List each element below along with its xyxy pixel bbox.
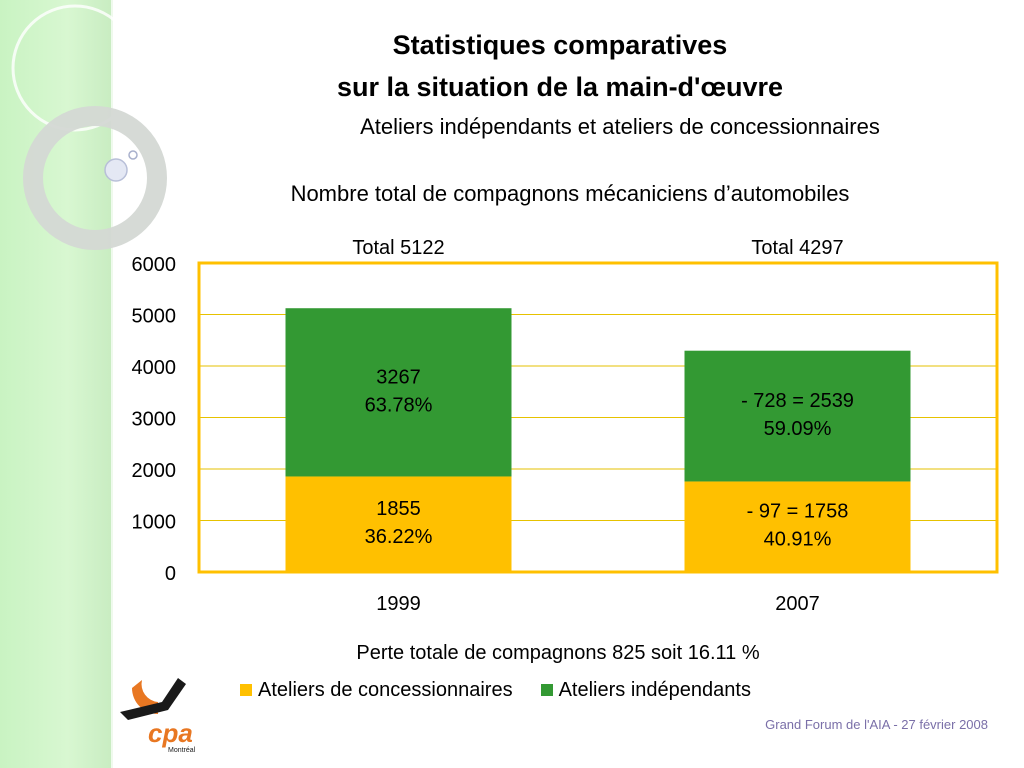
data-label-2007-series-0-0: - 97 = 1758 — [747, 501, 849, 523]
logo-wrench — [120, 678, 186, 720]
logo-text: cpa — [148, 718, 193, 748]
data-label-1999-series-1-1: 63.78% — [365, 394, 433, 416]
data-label-2007-series-1-0: - 728 = 2539 — [741, 390, 854, 412]
ring-dot-small — [128, 150, 138, 160]
data-label-1999-series-1-0: 3267 — [376, 366, 421, 388]
y-tick-label-6000: 6000 — [132, 254, 177, 276]
total-label-1999: Total 5122 — [352, 237, 444, 259]
bar-2007-series-1 — [684, 350, 911, 482]
data-label-2007-series-0-1: 40.91% — [764, 529, 832, 551]
footer-text: Grand Forum de l'AIA - 27 février 2008 — [765, 717, 988, 732]
data-label-1999-series-0-1: 36.22% — [365, 526, 433, 548]
total-label-2007: Total 4297 — [751, 237, 843, 259]
legend-label-independants: Ateliers indépendants — [558, 678, 751, 701]
y-tick-label-1000: 1000 — [132, 512, 177, 534]
logo-subtext: Montréal — [168, 747, 196, 754]
legend-label-concessionnaires: Ateliers de concessionnaires — [258, 678, 513, 701]
slide-subtitle: Ateliers indépendants et ateliers de con… — [360, 114, 880, 139]
legend-swatch-concessionnaires — [240, 684, 252, 696]
y-tick-label-2000: 2000 — [132, 460, 177, 482]
data-label-2007-series-1-1: 59.09% — [764, 418, 832, 440]
legend-item-independants: Ateliers indépendants — [540, 678, 751, 702]
y-tick-label-3000: 3000 — [132, 409, 177, 431]
bar-1999-series-0 — [285, 476, 512, 572]
bar-1999-series-1 — [285, 308, 512, 477]
data-label-1999-series-0-0: 1855 — [376, 498, 421, 520]
x-tick-label-1999: 1999 — [376, 593, 421, 615]
loss-note: Perte totale de compagnons 825 soit 16.1… — [356, 642, 760, 664]
slide-title-line1: Statistiques comparatives — [392, 30, 728, 60]
sidebar-edge — [111, 0, 114, 768]
legend: Ateliers de concessionnaires Ateliers in… — [240, 677, 900, 703]
y-tick-label-4000: 4000 — [132, 357, 177, 379]
legend-swatch-independants — [540, 684, 553, 696]
slide-title-line2: sur la situation de la main-d'œuvre — [336, 72, 783, 102]
y-tick-label-0: 0 — [165, 563, 176, 585]
ring-outer — [11, 4, 139, 132]
plot-border — [197, 261, 999, 574]
x-tick-label-2007: 2007 — [775, 593, 820, 615]
decorative-rings — [11, 4, 167, 250]
ring-gray — [23, 106, 167, 250]
legend-item-concessionnaires: Ateliers de concessionnaires — [240, 679, 513, 702]
chart-title: Nombre total de compagnons mécaniciens d… — [290, 181, 850, 206]
bar-2007-series-0 — [684, 481, 911, 572]
ring-dot-large — [104, 158, 128, 182]
y-tick-label-5000: 5000 — [132, 306, 177, 328]
cpa-logo: cpa Montréal — [120, 678, 196, 754]
